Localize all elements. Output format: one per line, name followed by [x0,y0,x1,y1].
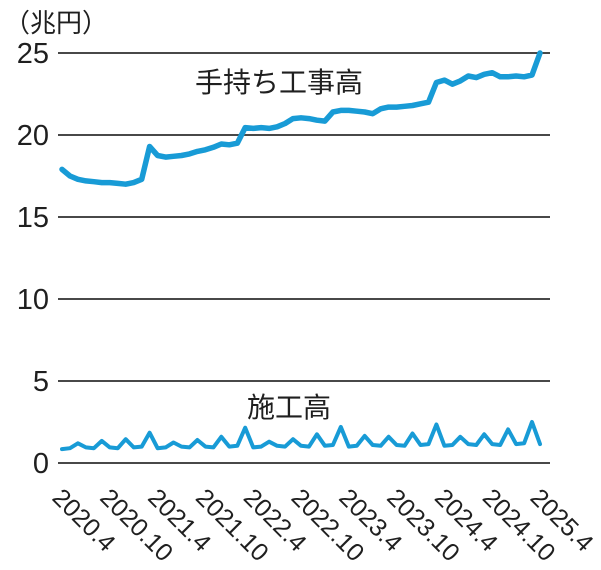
y-tick-label: 5 [33,366,49,398]
y-tick-label: 0 [33,448,49,480]
series-line-construction-output [60,420,542,452]
y-axis-tick-labels: 25 20 15 10 5 0 [17,38,49,480]
y-tick-label: 15 [17,202,49,234]
series-line-order-backlog [59,50,543,187]
y-axis-unit-label: （兆円） [4,8,108,38]
y-tick-label: 10 [17,284,49,316]
x-axis-tick-labels: 2020.42020.102021.42021.102022.42022.102… [47,483,599,567]
series-label-construction-output: 施工高 [247,392,331,423]
data-lines-group [59,50,543,452]
y-tick-label: 25 [17,38,49,70]
series-label-order-backlog: 手持ち工事高 [195,67,363,98]
y-tick-label: 20 [17,120,49,152]
gridlines-group [58,52,550,464]
